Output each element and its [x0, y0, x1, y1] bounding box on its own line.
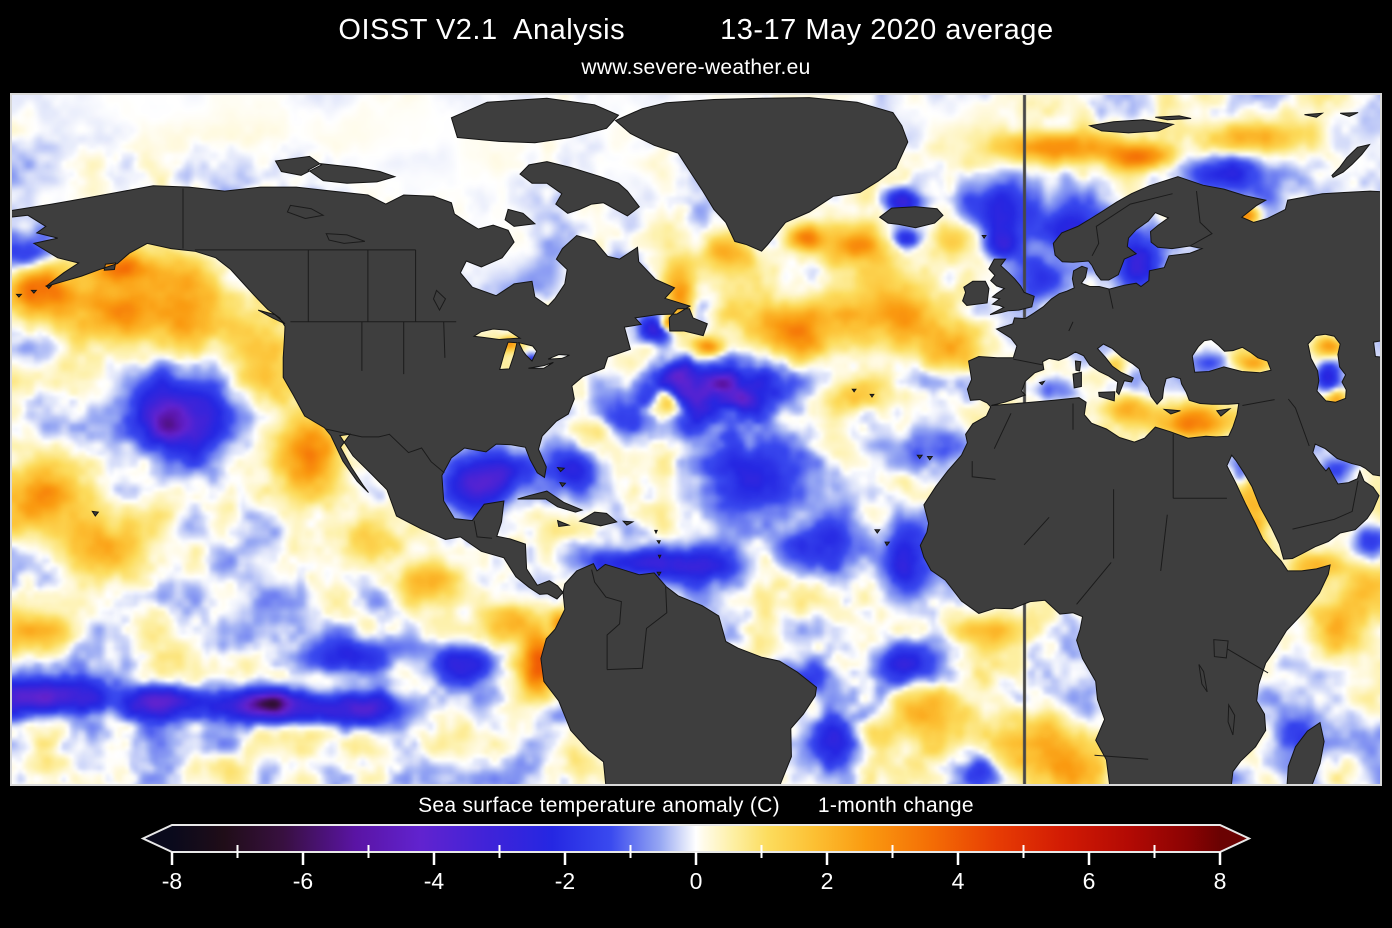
- colorbar-tick-label: 8: [1214, 868, 1227, 894]
- colorbar-gradient-bar: [140, 824, 1252, 853]
- colorbar-title: Sea surface temperature anomaly (C) 1-mo…: [0, 794, 1392, 818]
- colorbar-tick-label: 6: [1083, 868, 1096, 894]
- page-title-right: 13-17 May 2020 average: [720, 14, 1054, 46]
- colorbar-tick-label: -8: [162, 868, 182, 894]
- map-frame-border: [10, 93, 1382, 786]
- colorbar-tick-label: -2: [555, 868, 575, 894]
- colorbar-tick-label: 0: [690, 868, 703, 894]
- colorbar-tick-label: -4: [424, 868, 445, 894]
- colorbar-tick-label: -6: [293, 868, 313, 894]
- sst-anomaly-map: [10, 93, 1382, 786]
- title-bar: OISST V2.1 Analysis 13-17 May 2020 avera…: [0, 14, 1392, 47]
- subtitle-url: www.severe-weather.eu: [581, 56, 811, 79]
- colorbar: -8 -6 -4 -2 0 2 4 6 8: [140, 824, 1252, 894]
- colorbar-label-left: Sea surface temperature anomaly (C): [418, 794, 780, 817]
- country-borders: [182, 188, 1359, 760]
- colorbar-tick-label: 2: [821, 868, 834, 894]
- colorbar-tick-label: 4: [952, 868, 965, 894]
- colorbar-label-right: 1-month change: [817, 794, 974, 817]
- page-title-left: OISST V2.1 Analysis: [338, 14, 626, 46]
- landmass-silhouette: [10, 97, 1382, 786]
- land-overlay: [10, 93, 1382, 786]
